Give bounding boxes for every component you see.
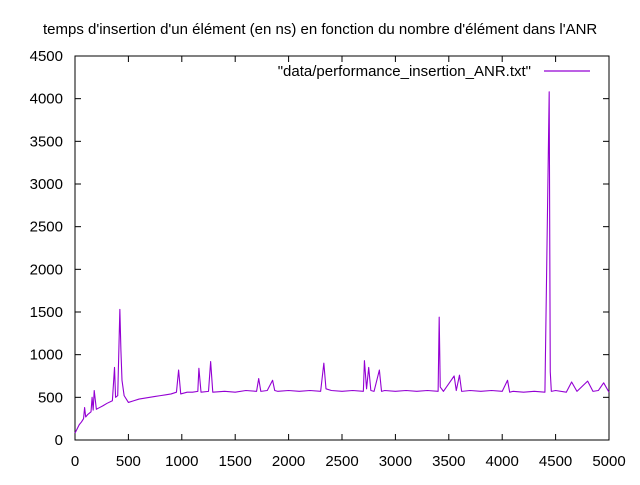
y-tick-label: 1500 — [30, 304, 63, 321]
x-tick-label: 5000 — [592, 453, 625, 470]
y-tick-label: 4000 — [30, 91, 63, 108]
x-tick-label: 2500 — [325, 453, 358, 470]
series-line — [74, 91, 610, 434]
x-tick-label: 500 — [116, 453, 141, 470]
x-tick-label: 1000 — [165, 453, 198, 470]
y-tick-label: 2000 — [30, 261, 63, 278]
x-axis: 0 500 1000 1500 2000 2500 3000 3500 4000 4500 5000 — [71, 56, 626, 470]
x-tick-label: 3500 — [432, 453, 465, 470]
y-tick-label: 1000 — [30, 347, 63, 364]
y-axis: 0 500 1000 1500 2000 2500 3000 3500 4000 4500 — [30, 48, 609, 449]
y-tick-label: 3000 — [30, 176, 63, 193]
y-tick-label: 0 — [55, 432, 63, 449]
y-tick-label: 4500 — [30, 48, 63, 65]
x-tick-label: 4500 — [539, 453, 572, 470]
y-tick-label: 3500 — [30, 133, 63, 150]
y-tick-label: 500 — [38, 389, 63, 406]
chart-title: temps d'insertion d'un élément (en ns) e… — [43, 21, 597, 38]
x-tick-label: 4000 — [486, 453, 519, 470]
x-tick-label: 2000 — [272, 453, 305, 470]
series-layer — [74, 91, 610, 434]
plot-area-frame — [74, 55, 610, 441]
x-tick-label: 0 — [71, 453, 79, 470]
x-tick-label: 3000 — [379, 453, 412, 470]
legend-label: "data/performance_insertion_ANR.txt" — [278, 63, 531, 80]
x-tick-label: 1500 — [219, 453, 252, 470]
y-tick-label: 2500 — [30, 219, 63, 236]
legend: "data/performance_insertion_ANR.txt" — [278, 63, 590, 80]
